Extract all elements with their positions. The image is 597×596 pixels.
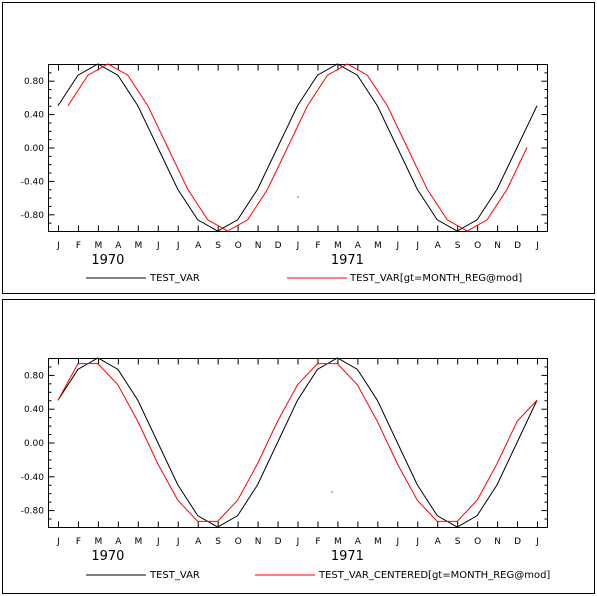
month-label: F bbox=[315, 537, 320, 547]
y-tick-label: 0.80 bbox=[24, 77, 44, 87]
month-label: A bbox=[355, 241, 362, 251]
series-line-test-var bbox=[57, 63, 538, 232]
year-label: 1971 bbox=[331, 549, 364, 564]
month-label: M bbox=[95, 241, 103, 251]
stray-dot bbox=[331, 491, 333, 493]
month-label: J bbox=[535, 241, 539, 251]
month-label: A bbox=[115, 241, 122, 251]
y-tick-label: 0.40 bbox=[24, 111, 44, 121]
month-label: J bbox=[535, 537, 539, 547]
month-label: S bbox=[215, 537, 221, 547]
panel-top-border bbox=[2, 2, 595, 294]
month-label: M bbox=[95, 537, 103, 547]
month-label: D bbox=[514, 241, 521, 251]
month-label: A bbox=[435, 241, 442, 251]
month-label: A bbox=[195, 537, 202, 547]
month-label: J bbox=[176, 537, 180, 547]
legend-bottom: TEST_VAR TEST_VAR_CENTERED[gt=MONTH_REG@… bbox=[86, 570, 550, 581]
month-label: F bbox=[76, 241, 81, 251]
legend-label-test-var-centered: TEST_VAR_CENTERED[gt=MONTH_REG@mod] bbox=[318, 570, 550, 581]
year-label: 1971 bbox=[331, 253, 364, 268]
month-label: A bbox=[355, 537, 362, 547]
month-label: D bbox=[514, 537, 521, 547]
month-label: M bbox=[334, 241, 342, 251]
month-label: J bbox=[415, 537, 419, 547]
legend-top: TEST_VAR TEST_VAR[gt=MONTH_REG@mod] bbox=[86, 273, 522, 284]
plot-area-top: 0.80 0.40 0.00 -0.40 -0.80 J F M A M J J A S O N D J F M A M J… bbox=[21, 63, 548, 268]
legend-label-test-var: TEST_VAR bbox=[149, 570, 200, 581]
legend-label-test-var: TEST_VAR bbox=[149, 273, 200, 284]
month-label: N bbox=[255, 241, 262, 251]
month-label: N bbox=[255, 537, 262, 547]
y-tick-label: -0.80 bbox=[21, 211, 45, 221]
month-label: O bbox=[235, 537, 242, 547]
month-label: S bbox=[455, 241, 461, 251]
month-label: D bbox=[275, 241, 282, 251]
month-label: F bbox=[315, 241, 320, 251]
series-line-red bbox=[57, 363, 538, 522]
month-label: A bbox=[115, 537, 122, 547]
axes-frame bbox=[48, 64, 548, 232]
month-label: D bbox=[275, 537, 282, 547]
month-label: O bbox=[474, 241, 481, 251]
month-label: S bbox=[455, 537, 461, 547]
legend-label-test-var-regridded: TEST_VAR[gt=MONTH_REG@mod] bbox=[349, 273, 522, 284]
month-label: O bbox=[474, 537, 481, 547]
month-label: J bbox=[56, 241, 60, 251]
month-label: F bbox=[76, 537, 81, 547]
panel-bottom: 0.80 0.40 0.00 -0.40 -0.80 J F M A M J J A S O N D J F M A M J… bbox=[2, 299, 595, 594]
y-tick-label: 0.00 bbox=[24, 144, 44, 154]
panel-bottom-border bbox=[2, 299, 595, 594]
month-label: M bbox=[134, 241, 142, 251]
month-label: A bbox=[195, 241, 202, 251]
panel-top: 0.80 0.40 0.00 -0.40 -0.80 J F M A M J J A S O N D J F M A M J… bbox=[2, 2, 595, 294]
y-tick-label: -0.40 bbox=[21, 473, 45, 483]
month-label: O bbox=[235, 241, 242, 251]
year-label: 1970 bbox=[91, 253, 124, 268]
y-tick-label: -0.40 bbox=[21, 177, 45, 187]
month-label: J bbox=[415, 241, 419, 251]
month-label: N bbox=[494, 537, 501, 547]
y-tick-label: 0.40 bbox=[24, 405, 44, 415]
series-line-test-var bbox=[57, 357, 538, 528]
month-label: J bbox=[395, 241, 399, 251]
year-label: 1970 bbox=[91, 549, 124, 564]
month-label: J bbox=[395, 537, 399, 547]
month-label: N bbox=[494, 241, 501, 251]
y-tick-label: 0.00 bbox=[24, 439, 44, 449]
month-label: J bbox=[156, 537, 160, 547]
month-label: J bbox=[156, 241, 160, 251]
month-label: J bbox=[296, 241, 300, 251]
month-label: J bbox=[296, 537, 300, 547]
month-label: M bbox=[374, 241, 382, 251]
y-tick-label: -0.80 bbox=[21, 507, 45, 517]
month-label: M bbox=[134, 537, 142, 547]
month-label: J bbox=[176, 241, 180, 251]
month-label: S bbox=[215, 241, 221, 251]
series-line-red bbox=[67, 63, 528, 232]
month-label: M bbox=[374, 537, 382, 547]
month-label: M bbox=[334, 537, 342, 547]
month-label: A bbox=[435, 537, 442, 547]
y-tick-label: 0.80 bbox=[24, 371, 44, 381]
plot-area-bottom: 0.80 0.40 0.00 -0.40 -0.80 J F M A M J J A S O N D J F M A M J… bbox=[21, 357, 548, 564]
month-label: J bbox=[56, 537, 60, 547]
stray-dot bbox=[297, 196, 299, 198]
